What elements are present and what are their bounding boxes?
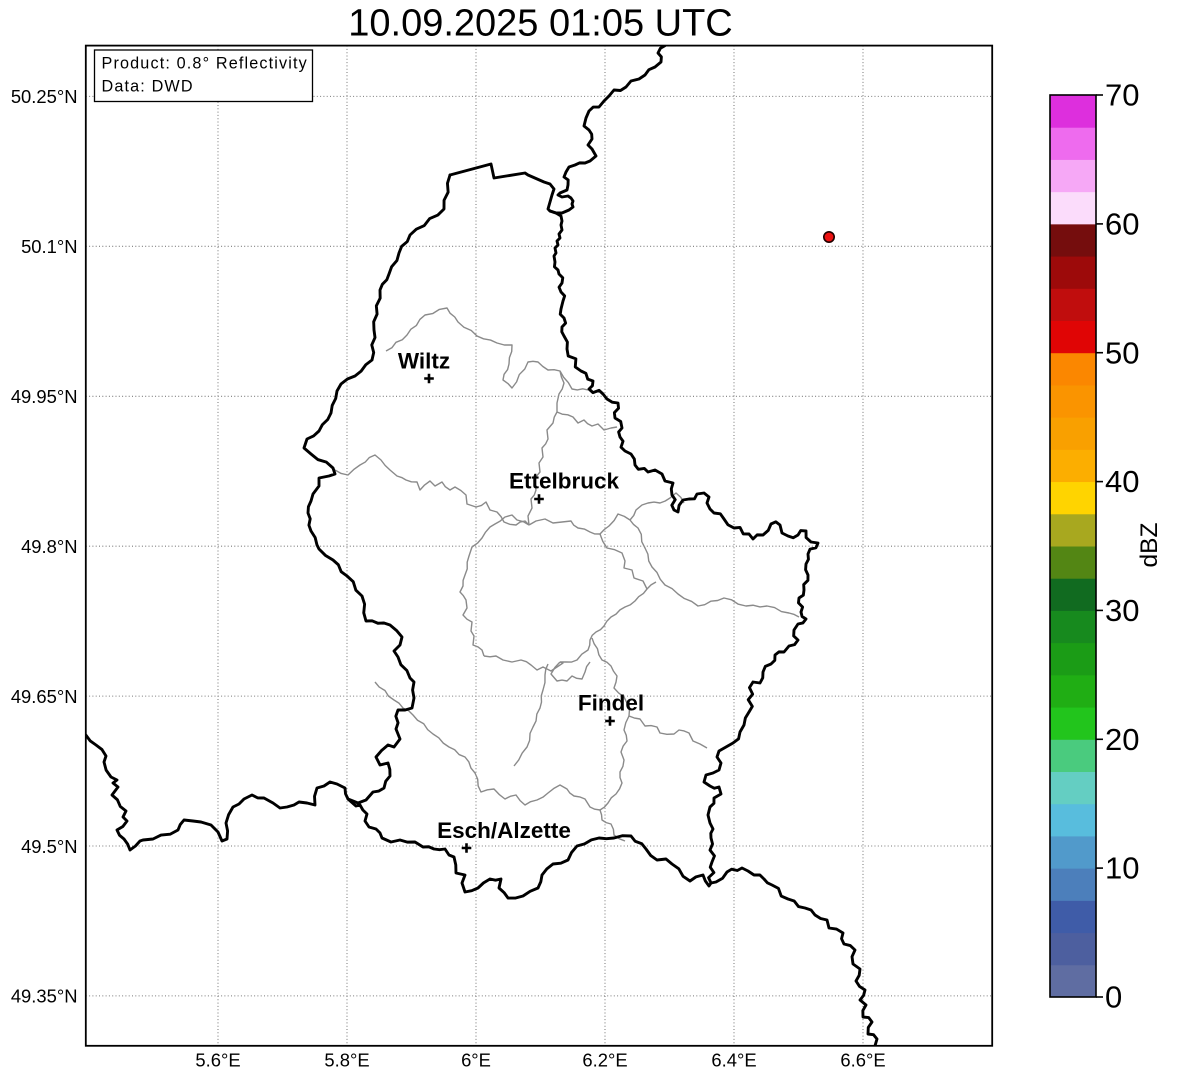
svg-text:20: 20	[1105, 722, 1139, 757]
svg-text:60: 60	[1105, 207, 1139, 242]
svg-text:Findel: Findel	[578, 691, 644, 716]
svg-text:dBZ: dBZ	[1136, 523, 1163, 568]
svg-text:49.8°N: 49.8°N	[21, 536, 77, 557]
svg-text:Data: DWD: Data: DWD	[102, 77, 194, 95]
svg-text:49.65°N: 49.65°N	[11, 686, 78, 707]
svg-text:6.2°E: 6.2°E	[582, 1049, 627, 1070]
svg-text:49.5°N: 49.5°N	[21, 836, 77, 857]
svg-text:6°E: 6°E	[461, 1049, 491, 1070]
svg-text:Ettelbruck: Ettelbruck	[509, 469, 620, 494]
svg-text:40: 40	[1105, 464, 1139, 499]
svg-text:5.8°E: 5.8°E	[324, 1049, 369, 1070]
svg-text:10: 10	[1105, 851, 1139, 886]
svg-text:50.25°N: 50.25°N	[11, 86, 78, 107]
svg-text:6.6°E: 6.6°E	[840, 1049, 885, 1070]
svg-text:5.6°E: 5.6°E	[195, 1049, 240, 1070]
svg-text:30: 30	[1105, 593, 1139, 628]
svg-text:Product: 0.8° Reflectivity: Product: 0.8° Reflectivity	[102, 54, 308, 72]
svg-text:50: 50	[1105, 335, 1139, 370]
svg-text:10.09.2025 01:05 UTC: 10.09.2025 01:05 UTC	[348, 3, 733, 45]
svg-text:50.1°N: 50.1°N	[21, 236, 77, 257]
svg-text:49.95°N: 49.95°N	[11, 386, 78, 407]
svg-text:Esch/Alzette: Esch/Alzette	[437, 818, 571, 843]
svg-text:49.35°N: 49.35°N	[11, 986, 78, 1007]
svg-text:70: 70	[1105, 78, 1139, 113]
svg-text:Wiltz: Wiltz	[398, 349, 450, 374]
svg-text:6.4°E: 6.4°E	[711, 1049, 756, 1070]
svg-text:0: 0	[1105, 980, 1122, 1015]
